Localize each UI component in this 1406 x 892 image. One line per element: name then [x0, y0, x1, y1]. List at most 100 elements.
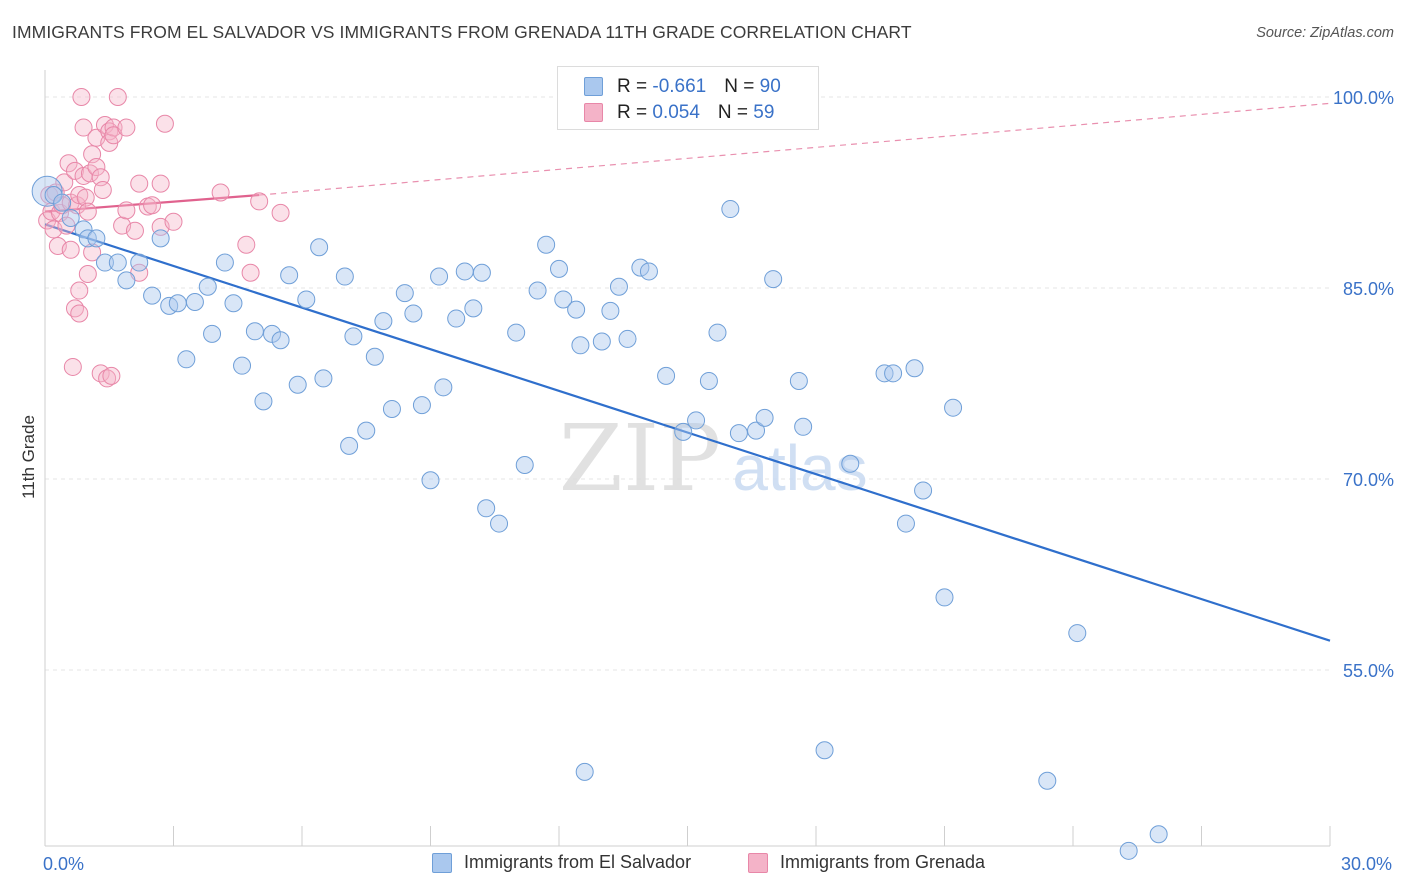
el-salvador-point: [340, 436, 359, 455]
el-salvador-point: [108, 253, 127, 272]
el-salvador-point: [344, 327, 363, 346]
el-salvador-point: [841, 454, 860, 473]
el-salvador-point: [215, 253, 234, 272]
el-salvador-point: [944, 398, 963, 417]
el-salvador-point: [699, 371, 718, 390]
el-salvador-point: [755, 408, 774, 427]
grenada-point: [117, 118, 136, 137]
grenada-point: [117, 201, 136, 220]
el-salvador-point: [374, 312, 393, 331]
y-tick-label: 55.0%: [1343, 661, 1394, 681]
grenada-point: [87, 158, 106, 177]
el-salvador-point: [592, 332, 611, 351]
el-salvador-point: [472, 263, 491, 282]
grenada-point: [74, 118, 93, 137]
grenada-point: [104, 118, 123, 137]
el-salvador-point: [490, 514, 509, 533]
grenada-point: [78, 264, 97, 283]
el-salvador-point: [404, 304, 423, 323]
el-salvador-point: [297, 290, 316, 309]
n-value: 59: [753, 102, 775, 123]
x-tick-label: 0.0%: [43, 854, 84, 874]
grenada-point: [70, 304, 89, 323]
r-label: R =: [617, 102, 653, 123]
el-salvador-point: [151, 229, 170, 248]
el-salvador-point: [631, 258, 650, 277]
el-salvador-point: [395, 284, 414, 303]
el-salvador-point: [143, 286, 162, 305]
el-salvador-point: [224, 294, 243, 313]
r-value: 0.054: [652, 102, 700, 123]
el-salvador-point: [1119, 841, 1138, 860]
el-salvador-point: [447, 309, 466, 328]
el-salvador-point: [382, 399, 401, 418]
el-salvador-point: [729, 424, 748, 443]
el-salvador-point: [434, 378, 453, 397]
grenada-point: [59, 154, 78, 173]
tick-labels: 100.0% 85.0% 70.0% 55.0% 0.0% 30.0%: [43, 88, 1394, 874]
grenada-swatch: [584, 103, 603, 122]
el-salvador-point: [639, 262, 658, 281]
grenada-point: [241, 263, 260, 282]
grenada-point: [271, 203, 290, 222]
el-salvador-point: [61, 208, 80, 227]
el-salvador-point: [554, 290, 573, 309]
el-salvador-point: [87, 229, 106, 248]
el-salvador-point: [310, 238, 329, 257]
el-salvador-point: [935, 588, 954, 607]
y-tick-label: 70.0%: [1343, 470, 1394, 490]
el-salvador-point: [657, 366, 676, 385]
el-salvador-point: [477, 499, 496, 518]
grenada-point: [61, 240, 80, 259]
trend-lines: [44, 102, 1331, 642]
watermark-zip: ZIP: [559, 405, 721, 512]
grid: [45, 96, 1330, 671]
axes: [44, 70, 1331, 847]
el-salvador-point: [1038, 771, 1057, 790]
grenada-point: [80, 164, 99, 183]
el-salvador-point: [335, 267, 354, 286]
watermark: ZIP atlas: [559, 405, 868, 512]
grenada-point: [65, 161, 84, 180]
grenada-point: [125, 221, 144, 240]
grenada-point: [83, 243, 102, 262]
el-salvador-point: [537, 235, 556, 254]
grenada-legend-swatch: [748, 853, 768, 873]
n-label: N =: [724, 76, 760, 97]
el-salvador-point: [430, 267, 449, 286]
source-credit: Source: ZipAtlas.com: [1256, 25, 1394, 41]
y-tick-label: 85.0%: [1343, 279, 1394, 299]
grenada-point: [55, 173, 74, 192]
el-salvador-point: [884, 364, 903, 383]
el-salvador-point: [203, 324, 222, 343]
n-label: N =: [717, 102, 754, 123]
grenada-legend-label: Immigrants from Grenada: [780, 852, 986, 872]
el-salvador-trend-line: [44, 223, 1331, 642]
stats-legend: R = -0.661 N = 90 R = 0.054 N = 59: [557, 66, 819, 130]
el-salvador-point: [271, 331, 290, 350]
el-salvador-point: [815, 741, 834, 760]
chart-title: IMMIGRANTS FROM EL SALVADOR VS IMMIGRANT…: [12, 22, 912, 42]
grenada-point: [63, 357, 82, 376]
el-salvador-point: [764, 270, 783, 289]
grenada-point: [143, 196, 162, 215]
grenada-trend-extension: [259, 102, 1331, 196]
grenada-trend-line: [44, 193, 260, 213]
el-salvador-point: [117, 271, 136, 290]
grenada-point: [211, 183, 230, 202]
el-salvador-point: [357, 421, 376, 440]
grenada-point: [70, 281, 89, 300]
el-salvador-point: [567, 300, 586, 319]
el-salvador-point: [288, 375, 307, 394]
el-salvador-point: [515, 455, 534, 474]
grenada-points: [38, 88, 290, 388]
el-salvador-point: [254, 392, 273, 411]
grenada-point: [102, 366, 121, 385]
grenada-stats: R = 0.054 N = 59: [617, 102, 774, 124]
el-salvador-point: [185, 293, 204, 312]
grenada-point: [76, 188, 95, 207]
el-salvador-point: [609, 277, 628, 296]
el-salvador-point: [794, 417, 813, 436]
el-salvador-legend-label: Immigrants from El Salvador: [464, 852, 692, 872]
